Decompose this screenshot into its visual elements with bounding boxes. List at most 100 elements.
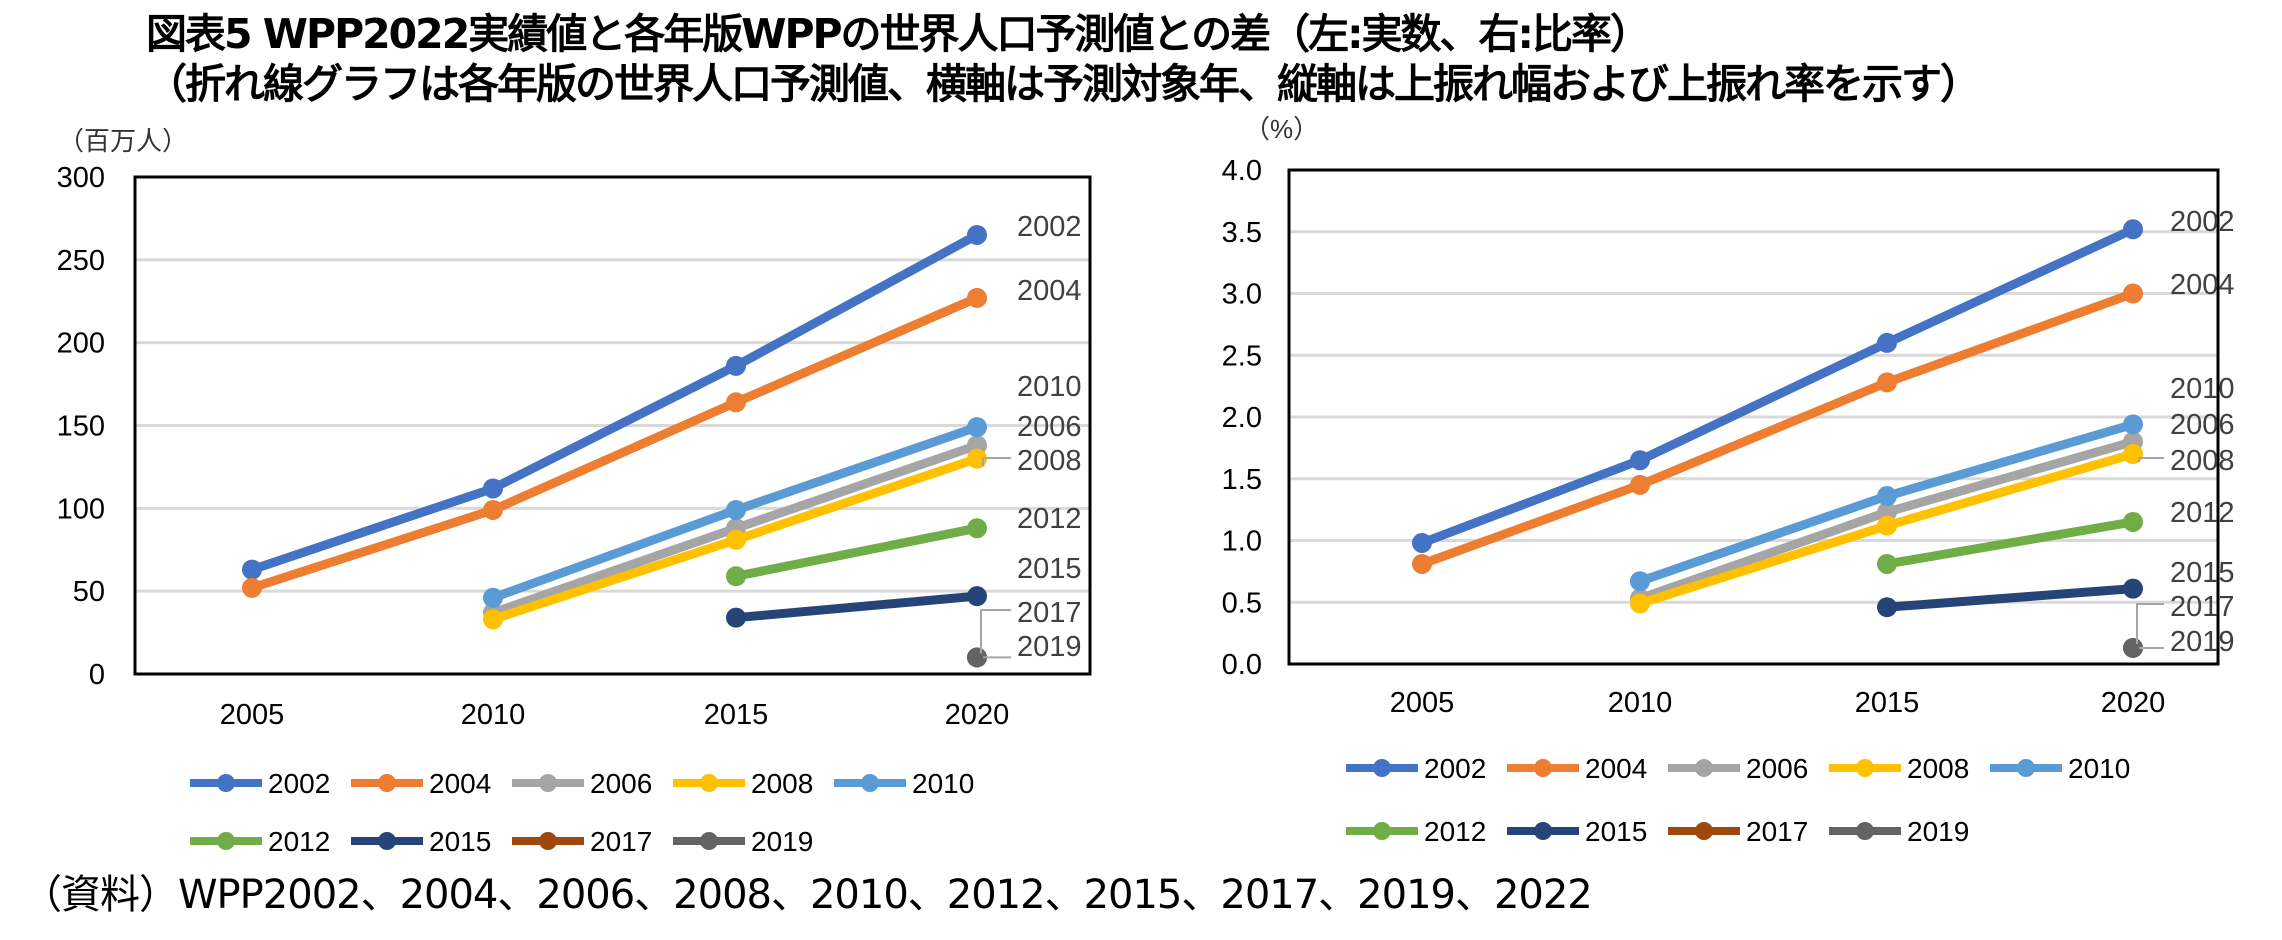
legend-item-2002: 2002 [190,768,330,799]
series-end-label: 2015 [1017,553,1082,585]
plot-area-border [1287,168,2220,666]
data-point [2123,578,2143,599]
series-end-label: 2008 [2170,445,2235,477]
chart-title: 図表5 WPP2022実績値と各年版WPPの世界人口予測値との差（左:実数、右:… [146,10,1651,58]
series-2008 [483,448,987,630]
series-line [1420,225,2135,548]
legend-marker [1856,759,1874,777]
series-end-label: 2006 [2170,409,2235,441]
legend-label: 2004 [429,768,491,799]
leader-line [980,609,1011,654]
data-point [726,607,746,628]
series-2012 [726,518,987,587]
legend-label: 2010 [2068,753,2130,784]
series-line [1886,517,2134,569]
legend-marker [861,774,879,792]
legend-label: 2006 [1746,753,1808,784]
data-point [1877,515,1897,536]
data-point [1630,450,1650,471]
y-tick-label: 100 [57,493,105,525]
legend-label: 2015 [1585,816,1647,847]
leader-line [982,457,1011,467]
legend-label: 2017 [1746,816,1808,847]
data-point [1877,486,1897,507]
x-tick-label: 2015 [1855,687,1920,719]
legend-marker [539,832,557,850]
y-tick-label: 1.0 [1222,526,1262,558]
data-point [2123,414,2143,435]
legend-label: 2006 [590,768,652,799]
source-note: （資料）WPP2002、2004、2006、2008、2010、2012、201… [22,872,1593,918]
series-2010 [483,417,987,608]
series-line [735,591,978,623]
data-point [967,224,987,245]
y-tick-label: 2.5 [1222,340,1262,372]
series-end-label: 2019 [1017,631,1082,663]
y-tick-label: 0.0 [1222,649,1262,681]
data-point [483,478,503,499]
y-tick-label: 300 [57,162,105,194]
legend-label: 2012 [1424,816,1486,847]
left-chart-absolute: （百万人） 0 50 100 150 200 250 300 2005 2010 2015 2020 2… [57,126,1092,857]
series-2002 [242,224,987,580]
legend-item-2017: 2017 [512,826,652,857]
data-point [1412,532,1432,553]
series-end-label: 2008 [1017,445,1082,477]
series-end-label: 2002 [2170,206,2235,238]
x-tick-label: 2010 [1608,687,1673,719]
y-tick-label: 0 [89,659,105,691]
legend-label: 2019 [751,826,813,857]
y-tick-label: 150 [57,411,105,443]
data-point [2123,219,2143,240]
unit-label: （百万人） [58,126,188,156]
legend: 2002 2004 2006 2008 2010 2012 2015 2017 2019 [190,768,974,857]
data-point [2123,283,2143,304]
y-tick-label: 3.5 [1222,217,1262,249]
legend-marker [1695,822,1713,840]
legend-marker [378,832,396,850]
data-point [483,609,503,630]
series-2008 [1630,444,2143,614]
x-tick-label: 2020 [2101,687,2166,719]
data-point [1877,553,1897,574]
data-point [1877,372,1897,393]
data-point [726,355,746,376]
leader-line [2138,457,2164,463]
legend-marker [1534,759,1552,777]
series-line [250,293,979,593]
series-2004 [1412,283,2143,574]
data-point [242,559,262,580]
legend-item-2010: 2010 [1990,753,2130,784]
legend-item-2019: 2019 [1829,816,1969,847]
legend-label: 2017 [590,826,652,857]
data-point [967,518,987,539]
legend-label: 2012 [268,826,330,857]
series-end-label: 2012 [1017,503,1082,535]
legend-marker [217,774,235,792]
series-2004 [242,287,987,598]
data-point [242,577,262,598]
y-tick-label: 50 [73,576,105,608]
legend-item-2006: 2006 [1668,753,1808,784]
legend-marker [1373,822,1391,840]
series-end-label: 2017 [1017,597,1082,629]
legend-item-2012: 2012 [1346,816,1486,847]
legend-item-2008: 2008 [673,768,813,799]
legend: 2002 2004 2006 2008 2010 2012 2015 2017 2019 [1346,753,2130,847]
legend-label: 2015 [429,826,491,857]
data-point [2123,511,2143,532]
x-tick-label: 2005 [220,699,285,731]
data-point [1630,593,1650,614]
y-tick-label: 200 [57,328,105,360]
legend-label: 2019 [1907,816,1969,847]
data-point [726,566,746,587]
legend-item-2004: 2004 [351,768,491,799]
legend-label: 2002 [1424,753,1486,784]
legend-label: 2008 [751,768,813,799]
x-tick-label: 2020 [945,699,1010,731]
legend-label: 2010 [912,768,974,799]
data-point [726,499,746,520]
data-point [967,287,987,308]
data-point [967,417,987,438]
